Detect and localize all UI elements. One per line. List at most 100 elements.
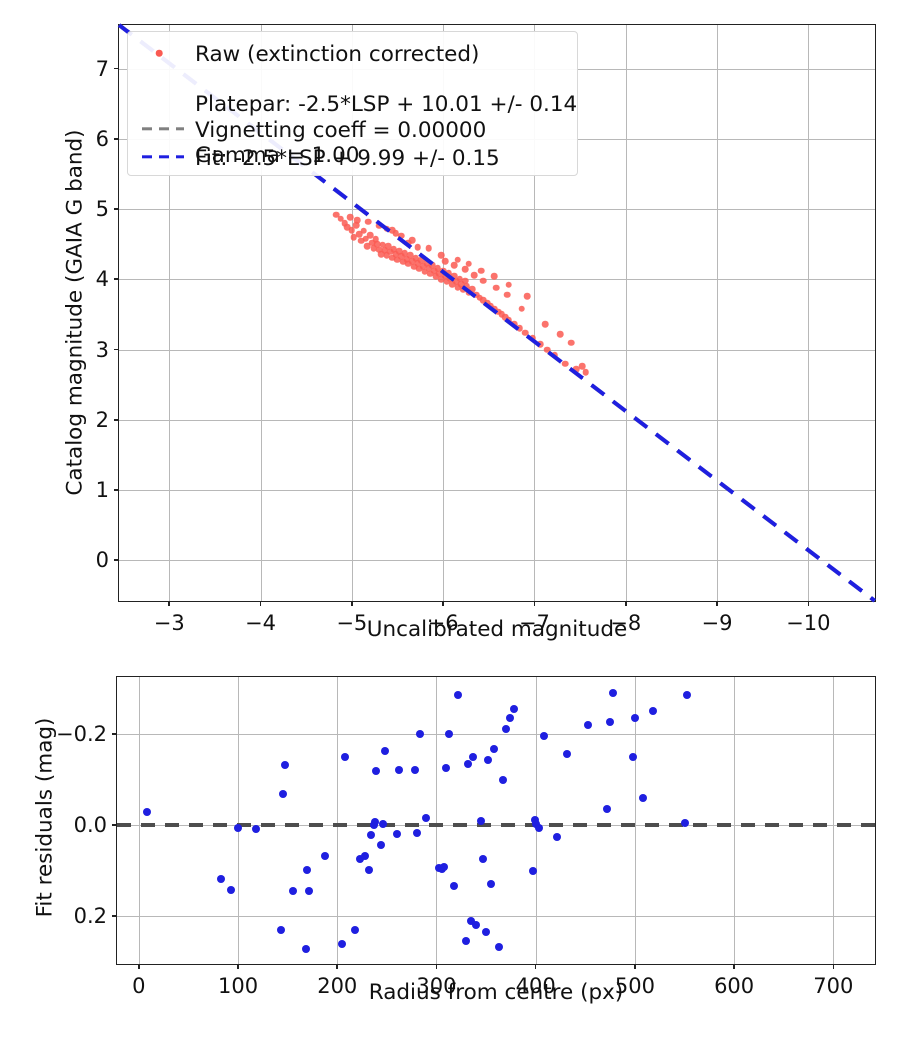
data-point: [288, 887, 297, 896]
legend-label: Fit: -2.5*LSP + 9.99 +/- 0.15: [195, 146, 500, 171]
y-axis-tick-label: −0.2: [56, 721, 107, 746]
y-axis-tick: [114, 137, 119, 140]
data-point: [234, 823, 243, 832]
data-point: [390, 245, 398, 253]
x-axis-tick-label: 100: [217, 974, 259, 998]
data-point: [480, 277, 487, 284]
data-point: [578, 363, 586, 370]
data-point: [227, 886, 236, 895]
y-axis-tick: [114, 559, 119, 562]
data-point: [518, 305, 525, 313]
data-point: [467, 916, 476, 925]
data-point: [278, 790, 287, 799]
gridline-horizontal: [119, 279, 875, 281]
data-point: [351, 925, 360, 934]
x-axis-tick-label: 0: [132, 974, 146, 998]
gridline-horizontal: [119, 419, 875, 421]
gridline-vertical: [238, 677, 240, 964]
data-point: [469, 285, 476, 293]
data-point: [348, 226, 356, 234]
x-axis-tick-label: 300: [416, 974, 457, 998]
data-point: [394, 256, 401, 263]
data-point: [303, 866, 312, 875]
data-point: [556, 330, 564, 338]
gridline-vertical: [260, 25, 262, 601]
data-point: [381, 247, 388, 254]
data-point: [386, 248, 394, 256]
data-point: [355, 231, 363, 238]
data-point: [461, 277, 469, 284]
x-axis-tick: [138, 964, 140, 969]
data-point: [542, 320, 549, 328]
y-axis-tick-label: 3: [95, 337, 109, 362]
legend-dash-swatch: [140, 146, 186, 168]
data-point: [465, 260, 472, 268]
data-point: [456, 275, 463, 282]
data-point: [505, 713, 514, 722]
x-axis-tick: [336, 964, 339, 969]
data-point: [494, 943, 503, 952]
x-axis-tick: [716, 601, 718, 606]
legend-entry: Raw (extinction corrected): [140, 42, 479, 68]
gridline-horizontal: [117, 916, 875, 918]
gridline-horizontal: [117, 733, 875, 735]
data-point: [445, 729, 454, 738]
data-point: [301, 944, 310, 953]
data-point: [567, 339, 575, 346]
data-point: [432, 273, 440, 280]
x-axis-tick: [533, 601, 536, 606]
data-point: [490, 273, 498, 280]
y-axis-tick-label: 4: [95, 267, 109, 292]
x-axis-tick: [168, 601, 170, 606]
data-point: [142, 807, 151, 816]
data-point: [383, 252, 390, 259]
legend-marker: [155, 49, 163, 57]
gridline-vertical: [634, 677, 636, 964]
data-point: [337, 215, 345, 223]
data-point: [412, 829, 421, 838]
legend-label: Raw (extinction corrected): [195, 42, 480, 67]
data-point: [479, 855, 488, 864]
data-point: [603, 805, 612, 814]
x-axis-tick: [259, 601, 262, 606]
data-point: [609, 688, 618, 697]
top-panel-ylabel: Catalog magnitude (GAIA G band): [62, 129, 88, 496]
gridline-vertical: [436, 677, 438, 964]
data-point: [501, 725, 510, 734]
y-axis-tick: [114, 278, 119, 281]
y-axis-tick: [112, 824, 117, 826]
y-axis-tick-label: 1: [95, 478, 109, 502]
x-axis-tick: [807, 601, 810, 606]
data-point: [628, 752, 637, 761]
legend-dash: [142, 155, 184, 159]
x-axis-tick-label: 500: [614, 974, 655, 998]
data-point: [425, 264, 432, 272]
data-point: [683, 691, 692, 700]
data-point: [438, 275, 445, 283]
data-point: [461, 266, 469, 273]
data-point: [487, 880, 496, 889]
data-point: [630, 714, 639, 722]
data-point: [509, 704, 518, 713]
x-axis-tick-label: 400: [515, 974, 556, 998]
x-axis-tick-label: 700: [813, 974, 854, 998]
magnitude-calibration-panel: Catalog magnitude (GAIA G band) −3 −4 −5 −6…: [62, 23, 877, 642]
data-point: [462, 937, 471, 946]
data-point: [427, 270, 434, 277]
data-point: [472, 921, 481, 930]
data-point: [321, 852, 330, 861]
data-point: [450, 272, 458, 280]
data-point: [377, 250, 385, 258]
gridline-horizontal: [119, 490, 875, 491]
gridline-vertical: [833, 677, 835, 964]
data-point: [392, 250, 399, 258]
data-point: [374, 240, 381, 248]
gridline-vertical: [443, 25, 445, 601]
data-point: [450, 261, 458, 269]
data-point: [280, 761, 289, 770]
data-point: [448, 280, 456, 288]
data-point: [450, 881, 459, 890]
data-point: [366, 231, 374, 239]
data-point: [539, 731, 548, 740]
legend-entry: Fit: -2.5*LSP + 9.99 +/- 0.15: [140, 146, 500, 172]
